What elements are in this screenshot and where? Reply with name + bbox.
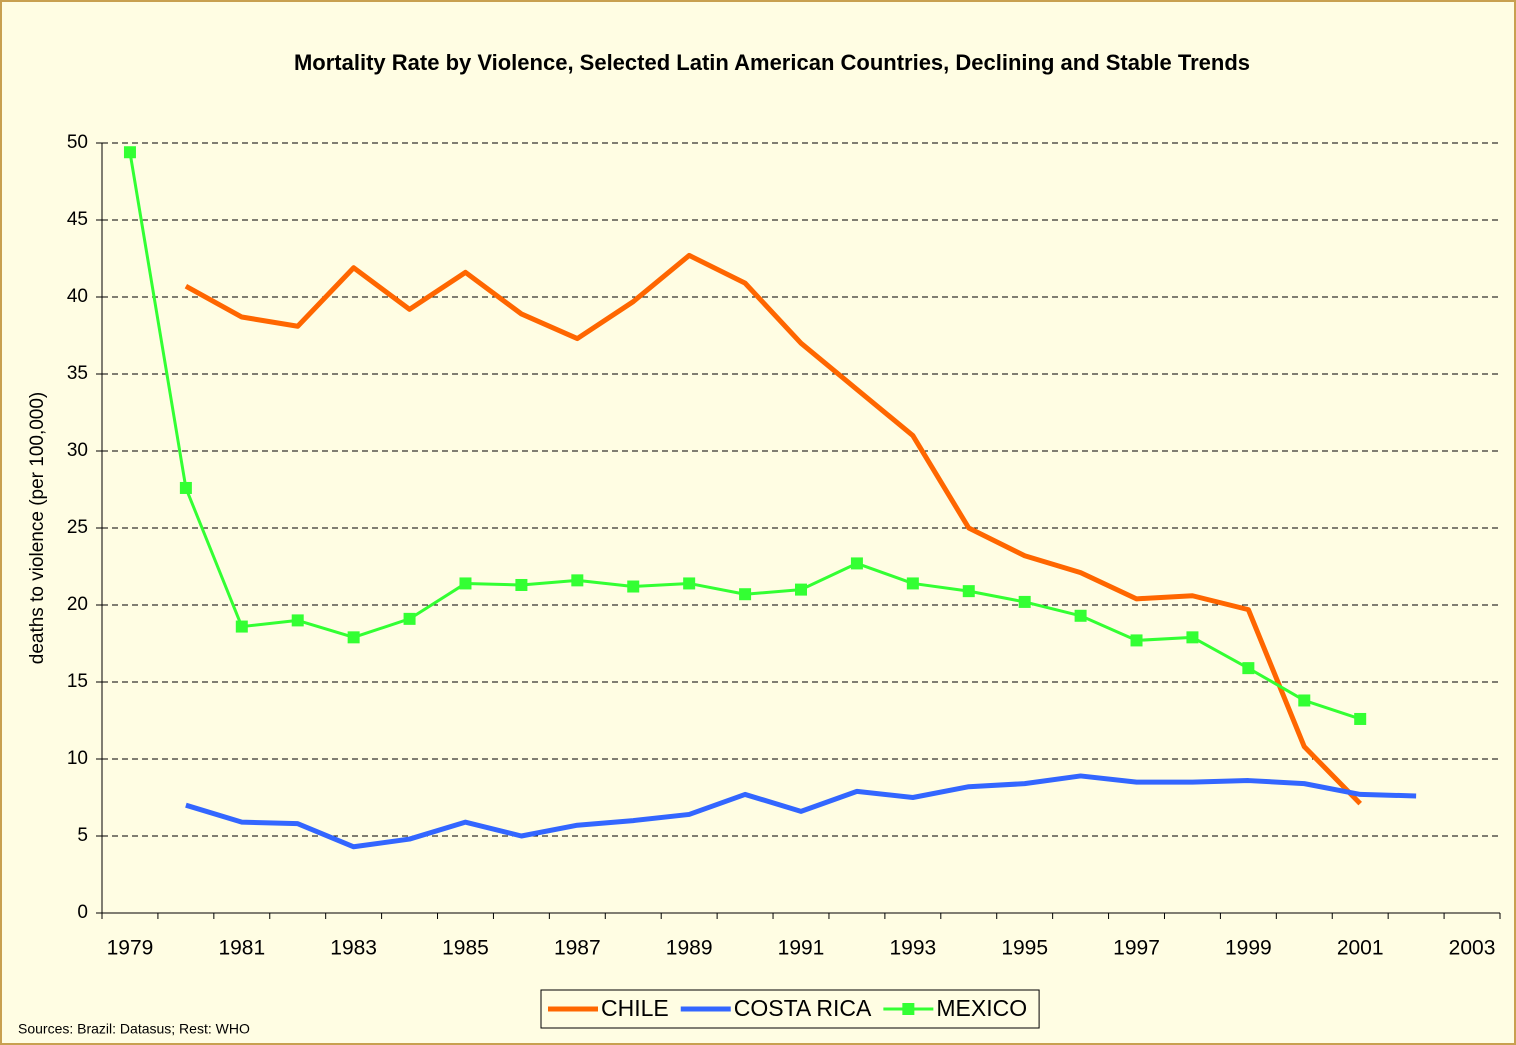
data-point: [571, 574, 584, 587]
y-tick-label: 20: [67, 594, 88, 615]
legend-label: COSTA RICA: [734, 995, 872, 1021]
data-point: [1354, 712, 1367, 725]
legend-box: [540, 989, 1040, 1029]
data-point: [347, 631, 360, 644]
data-point: [459, 577, 472, 590]
y-tick-label: 15: [67, 671, 88, 692]
data-point: [179, 481, 192, 494]
data-point: [739, 588, 752, 601]
data-point: [1074, 609, 1087, 622]
data-point: [403, 612, 416, 625]
data-point: [795, 583, 807, 596]
x-tick-label: 1979: [107, 937, 154, 960]
data-point: [515, 578, 528, 591]
x-tick-label: 1997: [1113, 937, 1160, 960]
x-tick-label: 1995: [1001, 937, 1048, 960]
x-tick-label: 1999: [1225, 937, 1272, 960]
y-tick-label: 5: [77, 825, 88, 846]
legend-label: CHILE: [601, 995, 669, 1021]
data-point: [683, 577, 696, 590]
x-tick-label: 1981: [218, 937, 265, 960]
x-tick-label: 2003: [1449, 937, 1496, 960]
x-tick-label: 1987: [554, 937, 601, 960]
x-tick-label: 1983: [330, 937, 377, 960]
chart-title: Mortality Rate by Violence, Selected Lat…: [294, 50, 1250, 75]
data-point: [906, 577, 919, 590]
series-line: [184, 252, 1362, 806]
data-point: [962, 585, 975, 598]
data-point: [1186, 631, 1199, 644]
legend: CHILE COSTA RICA MEXICO: [540, 989, 1040, 1029]
x-tick-label: 1985: [442, 937, 489, 960]
x-tick-label: 1989: [666, 937, 713, 960]
y-tick-label: 25: [67, 517, 88, 538]
data-point: [235, 620, 248, 633]
source-note: Sources: Brazil: Datasus; Rest: WHO: [18, 1021, 250, 1037]
y-tick-label: 35: [67, 363, 88, 384]
data-point: [1242, 662, 1255, 675]
series-line: [185, 773, 1417, 850]
y-tick-label: 50: [67, 132, 88, 153]
data-point: [1130, 634, 1143, 647]
data-point: [850, 557, 863, 570]
x-tick-label: 2001: [1337, 937, 1384, 960]
legend-label: MEXICO: [936, 995, 1027, 1021]
y-tick-label: 10: [67, 748, 88, 769]
x-tick-label: 1991: [778, 937, 825, 960]
legend-marker: [902, 1003, 915, 1015]
data-point: [291, 614, 304, 627]
data-point: [1018, 595, 1031, 608]
x-tick-label: 1993: [889, 937, 936, 960]
y-tick-label: 40: [67, 286, 88, 307]
y-tick-label: 0: [77, 902, 88, 923]
y-axis-label: deaths to violence (per 100,000): [27, 392, 48, 665]
data-point: [123, 146, 136, 159]
y-tick-label: 45: [67, 209, 88, 230]
data-point: [1298, 694, 1311, 707]
y-tick-label: 30: [67, 440, 88, 461]
data-point: [627, 580, 640, 593]
